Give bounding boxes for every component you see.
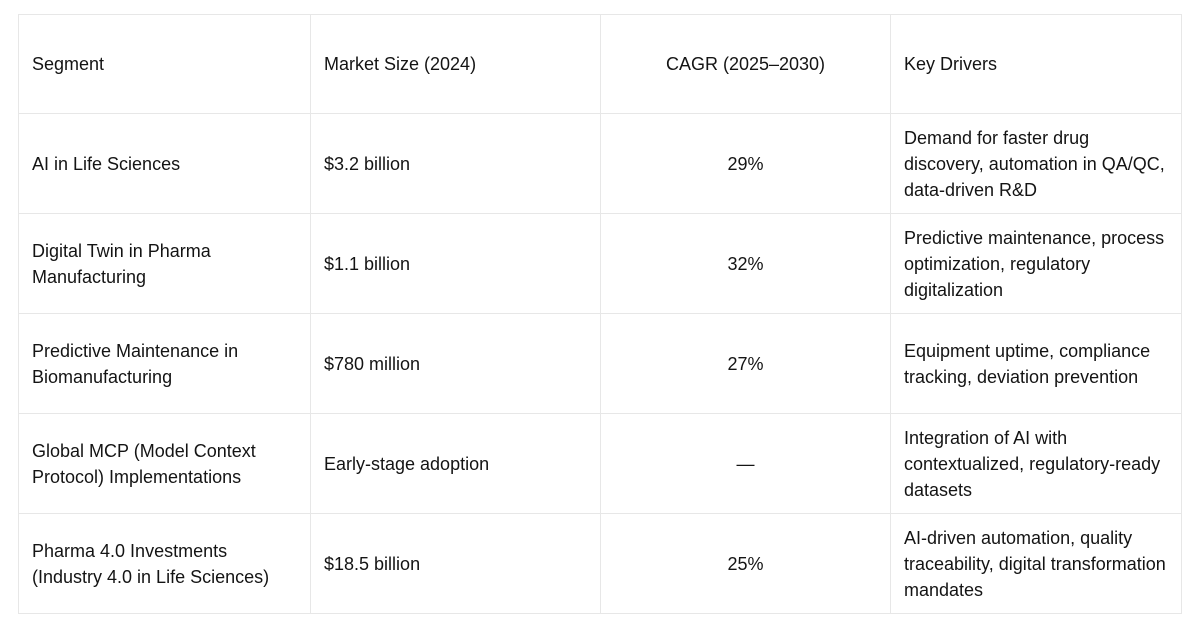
table-cell: Predictive maintenance, process optimiza… [890, 213, 1182, 314]
table-cell: 25% [600, 513, 891, 614]
table-cell: Pharma 4.0 Investments (Industry 4.0 in … [18, 513, 311, 614]
table-cell: $1.1 billion [310, 213, 601, 314]
table-body: AI in Life Sciences $3.2 billion 29% Demand… [18, 113, 1182, 614]
market-segments-table: Segment Market Size (2024) CAGR (2025–2030… [18, 14, 1182, 614]
table-row-5: Pharma 4.0 Investments (Industry 4.0 in … [18, 513, 1182, 614]
table-row-4: Global MCP (Model Context Protocol) Impl… [18, 413, 1182, 514]
column-header-4: Key Drivers [890, 14, 1182, 114]
table-cell: 27% [600, 313, 891, 414]
table-cell: — [600, 413, 891, 514]
column-header-1: Segment [18, 14, 311, 114]
table-row-2: Digital Twin in Pharma Manufacturing $1.1… [18, 213, 1182, 314]
header-row: Segment Market Size (2024) CAGR (2025–2030… [18, 14, 1182, 114]
table-row-3: Predictive Maintenance in Biomanufacturi… [18, 313, 1182, 414]
table-cell: Early-stage adoption [310, 413, 601, 514]
table-cell: Predictive Maintenance in Biomanufacturi… [18, 313, 311, 414]
table-cell: 32% [600, 213, 891, 314]
column-header-2: Market Size (2024) [310, 14, 601, 114]
table-header: Segment Market Size (2024) CAGR (2025–2030… [18, 14, 1182, 114]
table-cell: $780 million [310, 313, 601, 414]
table-cell: $18.5 billion [310, 513, 601, 614]
table-cell: Equipment uptime, compliance tracking, d… [890, 313, 1182, 414]
table-cell: AI-driven automation, quality traceabili… [890, 513, 1182, 614]
table-cell: Global MCP (Model Context Protocol) Impl… [18, 413, 311, 514]
market-segments-table-container: Segment Market Size (2024) CAGR (2025–2030… [18, 14, 1182, 614]
table-row-1: AI in Life Sciences $3.2 billion 29% Demand… [18, 113, 1182, 214]
table-cell: $3.2 billion [310, 113, 601, 214]
table-cell: Demand for faster drug discovery, automa… [890, 113, 1182, 214]
column-header-3: CAGR (2025–2030) [600, 14, 891, 114]
table-cell: Integration of AI with contextualized, r… [890, 413, 1182, 514]
table-cell: 29% [600, 113, 891, 214]
table-cell: Digital Twin in Pharma Manufacturing [18, 213, 311, 314]
table-cell: AI in Life Sciences [18, 113, 311, 214]
